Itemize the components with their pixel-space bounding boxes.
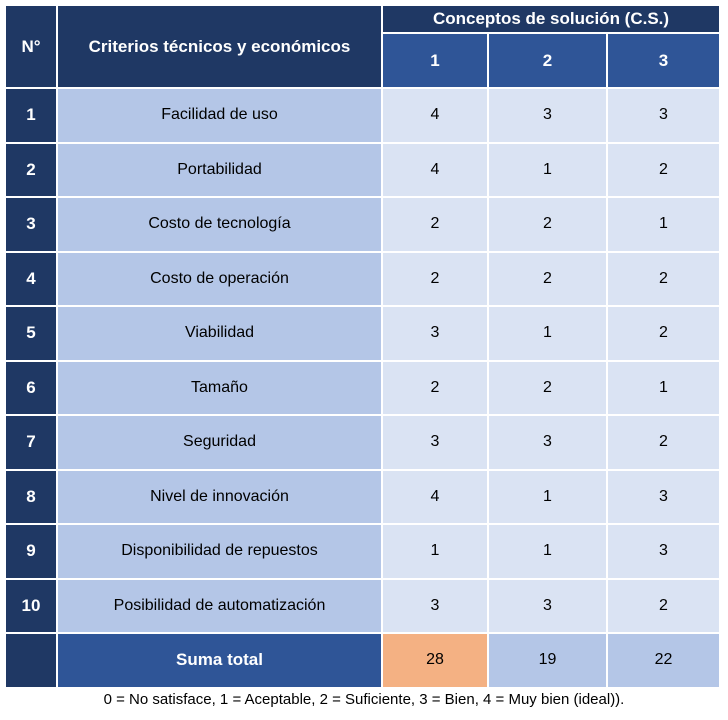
row-criterion: Costo de operación <box>58 252 383 307</box>
score-concept-2: 2 <box>489 198 608 253</box>
table-row: 5 Viabilidad 3 1 2 <box>6 307 721 362</box>
score-concept-3: 1 <box>608 361 721 416</box>
score-concept-3: 3 <box>608 470 721 525</box>
score-concept-1: 4 <box>383 89 489 144</box>
score-concept-3: 1 <box>608 198 721 253</box>
header-concept-1: 1 <box>383 34 489 89</box>
total-concept-2: 19 <box>489 634 608 689</box>
score-concept-3: 2 <box>608 416 721 471</box>
row-number: 4 <box>6 252 58 307</box>
header-num: N° <box>6 6 58 89</box>
row-criterion: Portabilidad <box>58 143 383 198</box>
score-concept-1: 1 <box>383 525 489 580</box>
row-number: 5 <box>6 307 58 362</box>
evaluation-matrix: N° Criterios técnicos y económicos Conce… <box>6 6 721 689</box>
score-concept-3: 2 <box>608 579 721 634</box>
score-concept-1: 2 <box>383 252 489 307</box>
total-row: Suma total 28 19 22 <box>6 634 721 689</box>
row-criterion: Costo de tecnología <box>58 198 383 253</box>
score-concept-2: 1 <box>489 470 608 525</box>
row-number: 1 <box>6 89 58 144</box>
score-concept-3: 2 <box>608 143 721 198</box>
score-concept-2: 3 <box>489 416 608 471</box>
score-concept-1: 4 <box>383 470 489 525</box>
score-concept-1: 4 <box>383 143 489 198</box>
table-row: 3 Costo de tecnología 2 2 1 <box>6 198 721 253</box>
row-number: 8 <box>6 470 58 525</box>
score-concept-2: 3 <box>489 579 608 634</box>
row-number: 9 <box>6 525 58 580</box>
score-concept-1: 3 <box>383 416 489 471</box>
row-criterion: Posibilidad de automatización <box>58 579 383 634</box>
header-concepts: Conceptos de solución (C.S.) <box>383 6 721 34</box>
score-concept-3: 2 <box>608 307 721 362</box>
table-row: 7 Seguridad 3 3 2 <box>6 416 721 471</box>
row-number: 10 <box>6 579 58 634</box>
score-concept-1: 2 <box>383 361 489 416</box>
total-concept-1: 28 <box>383 634 489 689</box>
total-label: Suma total <box>58 634 383 689</box>
score-concept-2: 3 <box>489 89 608 144</box>
scale-legend-caption: 0 = No satisface, 1 = Aceptable, 2 = Suf… <box>103 691 625 708</box>
row-number: 2 <box>6 143 58 198</box>
score-concept-2: 1 <box>489 143 608 198</box>
table-row: 6 Tamaño 2 2 1 <box>6 361 721 416</box>
row-criterion: Nivel de innovación <box>58 470 383 525</box>
table-row: 8 Nivel de innovación 4 1 3 <box>6 470 721 525</box>
row-criterion: Facilidad de uso <box>58 89 383 144</box>
row-number: 3 <box>6 198 58 253</box>
score-concept-1: 3 <box>383 579 489 634</box>
header-concept-3: 3 <box>608 34 721 89</box>
score-concept-1: 3 <box>383 307 489 362</box>
header-criteria: Criterios técnicos y económicos <box>58 6 383 89</box>
score-concept-2: 2 <box>489 361 608 416</box>
table-row: 10 Posibilidad de automatización 3 3 2 <box>6 579 721 634</box>
total-row-number-cell <box>6 634 58 689</box>
row-number: 6 <box>6 361 58 416</box>
table-row: 2 Portabilidad 4 1 2 <box>6 143 721 198</box>
score-concept-2: 1 <box>489 307 608 362</box>
score-concept-3: 3 <box>608 525 721 580</box>
total-concept-3: 22 <box>608 634 721 689</box>
score-concept-2: 1 <box>489 525 608 580</box>
row-criterion: Tamaño <box>58 361 383 416</box>
row-criterion: Seguridad <box>58 416 383 471</box>
header-concept-2: 2 <box>489 34 608 89</box>
score-concept-3: 3 <box>608 89 721 144</box>
table-row: 9 Disponibilidad de repuestos 1 1 3 <box>6 525 721 580</box>
row-criterion: Viabilidad <box>58 307 383 362</box>
score-concept-1: 2 <box>383 198 489 253</box>
score-concept-3: 2 <box>608 252 721 307</box>
table-row: 1 Facilidad de uso 4 3 3 <box>6 89 721 144</box>
score-concept-2: 2 <box>489 252 608 307</box>
row-criterion: Disponibilidad de repuestos <box>58 525 383 580</box>
table-row: 4 Costo de operación 2 2 2 <box>6 252 721 307</box>
row-number: 7 <box>6 416 58 471</box>
